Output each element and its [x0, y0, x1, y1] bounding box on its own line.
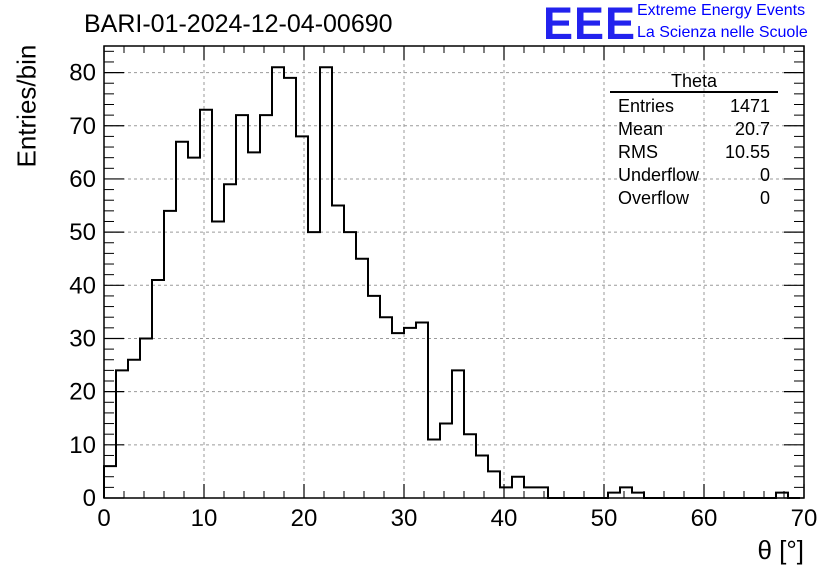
histogram-bin [368, 296, 380, 498]
histogram-bin [128, 360, 140, 498]
grid [104, 46, 804, 498]
y-tick-label: 30 [69, 325, 96, 352]
histogram-bin [320, 67, 332, 498]
histogram-series [103, 66, 800, 499]
histogram-bin [248, 152, 260, 498]
eee-logo: EEE [543, 0, 637, 49]
histogram-bin [488, 471, 500, 498]
y-tick-label: 10 [69, 432, 96, 459]
y-tick-label: 80 [69, 60, 96, 87]
stats-value: 0 [759, 188, 770, 208]
stats-row-mean: Mean 20.7 [610, 118, 778, 141]
histogram-bin [380, 317, 392, 498]
stats-label: Entries [618, 96, 675, 116]
stats-value: 0 [759, 165, 770, 185]
plot-frame [103, 45, 805, 499]
x-tick-labels: 0 10 20 30 40 50 60 70 [97, 505, 817, 532]
logo-line-1: Extreme Energy Events [637, 2, 806, 19]
histogram-bin [272, 67, 284, 498]
stats-row-underflow: Underflow 0 [610, 164, 778, 187]
x-tick-label: 60 [691, 505, 718, 532]
x-tick-label: 50 [591, 505, 618, 532]
y-tick-labels: 0 10 20 30 40 50 60 70 80 [69, 60, 96, 512]
histogram-bin [212, 221, 224, 498]
histogram-bin [392, 333, 404, 498]
x-axis-label: θ [°] [757, 535, 804, 565]
stats-value: 1471 [729, 96, 770, 116]
y-axis-label: Entries/bin [11, 44, 42, 168]
histogram-bin [164, 211, 176, 498]
histogram-bin [476, 455, 488, 498]
histogram-outline [103, 66, 800, 499]
y-tick-label: 50 [69, 219, 96, 246]
histogram-bin [140, 338, 152, 498]
y-tick-label: 60 [69, 166, 96, 193]
histogram-bin [428, 440, 440, 498]
stats-label: Overflow [618, 188, 690, 208]
histogram-bin [452, 370, 464, 498]
stats-row-rms: RMS 10.55 [610, 141, 778, 164]
x-tick-label: 30 [391, 505, 418, 532]
histogram-bin [344, 232, 356, 498]
histogram-bin [224, 184, 236, 498]
histogram-bin [200, 110, 212, 498]
histogram-bin [152, 280, 164, 498]
y-tick-label: 40 [69, 272, 96, 299]
stats-label: Mean [618, 119, 664, 139]
y-tick-label: 20 [69, 379, 96, 406]
histogram-bin [404, 328, 416, 498]
histogram-bin [536, 487, 548, 498]
stats-label: Underflow [618, 165, 700, 185]
y-tick-label: 0 [83, 485, 96, 512]
histogram-bin [116, 370, 128, 498]
histogram-bin [464, 434, 476, 498]
stats-box: Theta Entries 1471 Mean 20.7 RMS 10.55 U… [610, 72, 778, 210]
histogram-bin [512, 477, 524, 498]
histogram-bin [332, 206, 344, 498]
histogram-bin [284, 78, 296, 498]
stats-title: Theta [670, 71, 718, 91]
histogram-bin [440, 424, 452, 498]
histogram-bin [104, 466, 116, 498]
x-tick-label: 20 [291, 505, 318, 532]
histogram-bin [620, 487, 632, 498]
chart-title: BARI-01-2024-12-04-00690 [84, 10, 393, 38]
logo-line-2: La Scienza nelle Scuole [637, 24, 808, 41]
stats-label: RMS [618, 142, 658, 162]
stats-divider [610, 91, 778, 93]
stats-value: 20.7 [734, 119, 770, 139]
histogram-bin [296, 136, 308, 498]
histogram-bin [500, 487, 512, 498]
stats-value: 10.55 [724, 142, 770, 162]
histogram-bin [236, 115, 248, 498]
y-tick-label: 70 [69, 113, 96, 140]
x-tick-label: 10 [191, 505, 218, 532]
x-tick-label: 40 [491, 505, 518, 532]
histogram-bin [416, 323, 428, 498]
stats-row-overflow: Overflow 0 [610, 187, 778, 210]
histogram-bin [308, 232, 320, 498]
histogram-bin [524, 487, 536, 498]
x-tick-label: 70 [791, 505, 818, 532]
histogram-bin [260, 115, 272, 498]
x-tick-label: 0 [97, 505, 110, 532]
histogram-bin [188, 158, 200, 498]
stats-row-entries: Entries 1471 [610, 95, 778, 118]
histogram-bin [356, 259, 368, 498]
